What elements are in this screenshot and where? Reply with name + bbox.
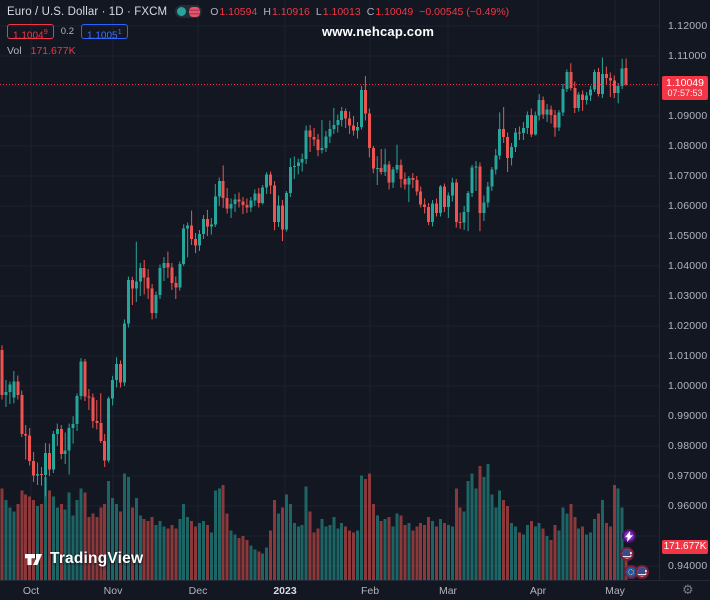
- price-tick-label: 0.97000: [668, 470, 708, 482]
- time-tick-label: Mar: [438, 585, 458, 597]
- tradingview-logo[interactable]: TradingView: [24, 550, 143, 568]
- price-tick-label: 1.03000: [668, 290, 708, 302]
- time-axis[interactable]: ⚙ Oct Nov Dec 2023 Feb Mar Apr May: [0, 580, 710, 600]
- time-tick-label: May: [605, 585, 625, 597]
- legend-toggle[interactable]: [175, 5, 203, 18]
- time-tick-label: 2023: [273, 585, 297, 597]
- economic-event-us-flag-icon-2[interactable]: [635, 565, 649, 579]
- high-label: H: [263, 5, 271, 18]
- price-tick-label: 1.12000: [668, 20, 708, 32]
- spread-value: 0.2: [60, 26, 74, 37]
- price-tick-label: 0.94000: [668, 560, 708, 572]
- price-tick-label: 0.99000: [668, 410, 708, 422]
- close-value: 1.10049: [375, 5, 414, 18]
- price-tick-label: 1.08000: [668, 140, 708, 152]
- economic-event-flash-icon[interactable]: [622, 529, 636, 543]
- price-tick-label: 1.06000: [668, 200, 708, 212]
- toggle-pink-menu-icon: [189, 6, 201, 17]
- price-tick-label: 1.00000: [668, 380, 708, 392]
- time-tick-label: Dec: [188, 585, 208, 597]
- close-label: C: [366, 5, 375, 18]
- candlestick-volume-chart[interactable]: [0, 0, 659, 580]
- price-tick-label: 1.07000: [668, 170, 708, 182]
- bar-countdown: 07:57:53: [667, 87, 703, 98]
- time-tick-label: Apr: [529, 585, 547, 597]
- open-value: 1.10594: [219, 5, 258, 18]
- ohlc-values: O 1.10594 H 1.10916 L 1.10013 C 1.10049 −0.0…: [210, 6, 509, 18]
- tradingview-logo-text: TradingView: [50, 550, 144, 567]
- time-tick-label: Feb: [360, 585, 380, 597]
- price-tick-label: 1.09000: [668, 110, 708, 122]
- bid-price-button[interactable]: 1.10049: [7, 24, 54, 41]
- price-tick-label: 1.04000: [668, 260, 708, 272]
- time-tick-label: Oct: [22, 585, 40, 597]
- open-label: O: [210, 5, 219, 18]
- price-tick-label: 1.11000: [668, 50, 707, 62]
- price-tick-label: 1.01000: [668, 350, 708, 362]
- ask-price-button[interactable]: 1.10051: [80, 24, 128, 41]
- price-tick-label: 1.05000: [668, 230, 708, 242]
- low-label: L: [315, 5, 322, 18]
- volume-indicator-label: Vol: [7, 45, 22, 57]
- price-axis[interactable]: 1.10049 07:57:53 171.677K 1.12000 1.11000…: [659, 0, 710, 580]
- change-value: −0.00545 (−0.49%): [419, 5, 510, 18]
- current-price-badge: 1.10049 07:57:53: [662, 75, 708, 100]
- watermark: www.nehcap.com: [322, 24, 435, 39]
- tradingview-logo-icon: [25, 554, 42, 565]
- gear-icon[interactable]: ⚙: [682, 583, 694, 598]
- high-value: 1.10916: [271, 5, 310, 18]
- price-tick-label: 0.98000: [668, 440, 708, 452]
- price-tick-label: 0.96000: [668, 500, 708, 512]
- legend: Euro / U.S. Dollar · 1D · FXCM O 1.10594 …: [7, 5, 509, 57]
- price-tick-label: 1.02000: [668, 320, 708, 332]
- economic-event-us-flag-icon[interactable]: [620, 547, 634, 561]
- toggle-green-dot-icon: [177, 7, 187, 16]
- current-price-value: 1.10049: [666, 76, 704, 89]
- current-volume-badge: 171.677K: [662, 540, 708, 555]
- symbol-title[interactable]: Euro / U.S. Dollar · 1D · FXCM: [7, 5, 168, 18]
- time-tick-label: Nov: [103, 585, 123, 597]
- volume-indicator-value: 171.677K: [30, 45, 76, 57]
- chart-pane[interactable]: www.nehcap.com Euro / U.S. Dollar · 1D ·…: [0, 0, 659, 580]
- low-value: 1.10013: [322, 5, 361, 18]
